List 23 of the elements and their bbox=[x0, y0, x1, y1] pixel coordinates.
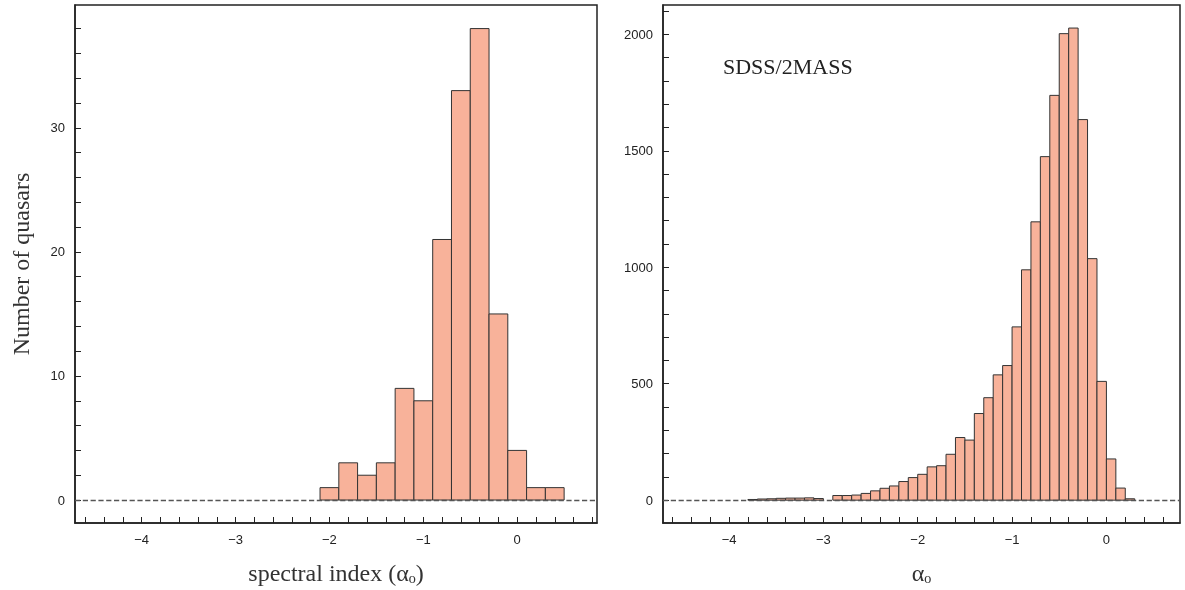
x-tick-label: 0 bbox=[1102, 532, 1111, 547]
x-tick-label: −3 bbox=[228, 532, 243, 547]
y-tick-label: 0 bbox=[57, 492, 65, 508]
x-tick-label: 0 bbox=[513, 532, 521, 547]
x-axis-title: spectral index (αₒ) bbox=[248, 560, 424, 586]
x-tick-label: −2 bbox=[910, 532, 926, 547]
y-tick-label: 1000 bbox=[624, 259, 653, 275]
x-axis-title: αₒ bbox=[911, 560, 932, 586]
y-tick-label: 30 bbox=[50, 120, 65, 136]
y-tick-label: 10 bbox=[50, 368, 65, 384]
y-axis-title: Number of quasars bbox=[8, 172, 34, 356]
x-tick-label: −4 bbox=[134, 532, 150, 547]
x-tick-label: −4 bbox=[721, 532, 737, 547]
x-tick-label: −1 bbox=[415, 532, 431, 547]
y-tick-label: 0 bbox=[645, 492, 653, 508]
y-tick-label: 1500 bbox=[624, 143, 653, 159]
annotation: SDSS/2MASS bbox=[723, 53, 853, 79]
x-tick-label: −2 bbox=[322, 532, 337, 547]
y-tick-label: 500 bbox=[631, 376, 653, 392]
x-tick-label: −3 bbox=[815, 532, 831, 547]
x-tick-label: −1 bbox=[1004, 532, 1020, 547]
y-tick-label: 2000 bbox=[624, 26, 653, 42]
y-tick-label: 20 bbox=[50, 244, 65, 260]
